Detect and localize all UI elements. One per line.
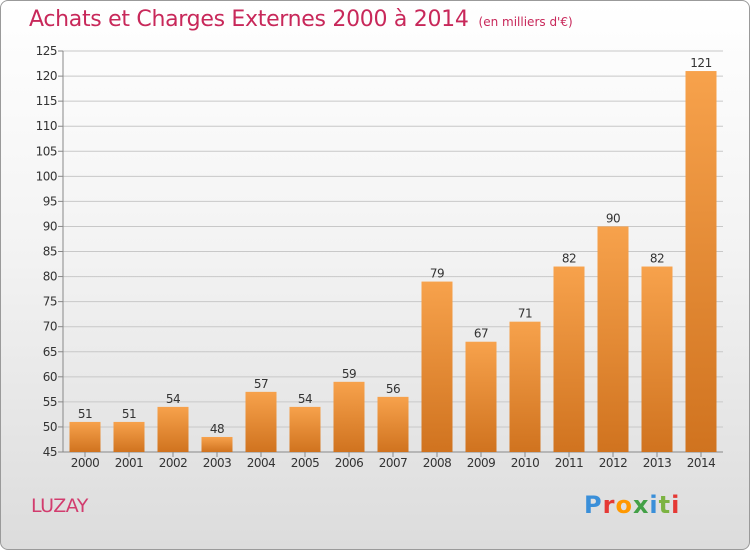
data-label-2006: 59	[342, 367, 356, 381]
bar-2005	[289, 406, 321, 452]
data-label-2014: 121	[690, 56, 711, 70]
y-tick-label: 100	[36, 169, 57, 183]
data-label-2013: 82	[650, 252, 664, 266]
x-tick-label-2000: 2000	[71, 456, 100, 470]
bar-2010	[509, 321, 541, 452]
bar-2008	[421, 281, 453, 452]
y-tick-label: 65	[43, 345, 57, 359]
x-tick-label-2004: 2004	[247, 456, 276, 470]
logo-letter: r	[602, 491, 616, 519]
x-tick-label-2005: 2005	[291, 456, 320, 470]
x-tick-label-2014: 2014	[687, 456, 716, 470]
y-tick-label: 120	[36, 69, 57, 83]
y-tick-label: 115	[36, 94, 57, 108]
x-tick-label-2003: 2003	[203, 456, 232, 470]
data-label-2005: 54	[298, 392, 312, 406]
bar-2011	[553, 266, 585, 452]
y-tick-label: 75	[43, 295, 57, 309]
x-tick-label-2006: 2006	[335, 456, 364, 470]
data-label-2003: 48	[210, 422, 224, 436]
data-label-2000: 51	[78, 407, 92, 421]
logo-letter: x	[632, 491, 650, 519]
y-tick-label: 125	[36, 44, 57, 58]
bar-2003	[201, 436, 233, 452]
y-tick-label: 95	[43, 194, 57, 208]
bar-2000	[69, 421, 101, 452]
x-tick-label-2012: 2012	[599, 456, 628, 470]
logo-letter: P	[584, 491, 603, 519]
y-tick-label: 80	[43, 270, 57, 284]
y-tick-label: 60	[43, 370, 57, 384]
data-label-2009: 67	[474, 327, 488, 341]
chart-title: Achats et Charges Externes 2000 à 2014	[29, 7, 469, 32]
y-tick-label: 55	[43, 395, 57, 409]
x-tick-label-2009: 2009	[467, 456, 496, 470]
y-tick-label: 85	[43, 245, 57, 259]
bar-2006	[333, 381, 365, 452]
bar-layer	[69, 71, 717, 453]
data-label-2012: 90	[606, 211, 620, 225]
bar-2012	[597, 226, 629, 452]
y-tick-label: 110	[36, 119, 57, 133]
label-layer: 51 51 54 48 57 54 59 56 79 67 71 82 90 82 121	[78, 56, 712, 436]
commune-name: LUZAY	[31, 495, 88, 517]
bar-2014	[685, 71, 717, 453]
data-label-2004: 57	[254, 377, 268, 391]
x-tick-label-2002: 2002	[159, 456, 188, 470]
y-tick-label: 90	[43, 219, 57, 233]
data-label-2001: 51	[122, 407, 136, 421]
x-tick-label-2013: 2013	[643, 456, 672, 470]
data-label-2007: 56	[386, 382, 400, 396]
chart-title-block: Achats et Charges Externes 2000 à 2014 (e…	[29, 7, 573, 32]
data-label-2002: 54	[166, 392, 180, 406]
y-tick-label: 70	[43, 320, 57, 334]
proxiti-logo[interactable]: Proxiti	[584, 491, 680, 519]
bar-2013	[641, 266, 673, 452]
x-tick-label-2011: 2011	[555, 456, 584, 470]
bar-2007	[377, 396, 409, 452]
logo-letter: o	[615, 491, 633, 519]
x-tick-label-2007: 2007	[379, 456, 408, 470]
logo-letter: t	[658, 491, 672, 519]
data-label-2010: 71	[518, 307, 532, 321]
y-tick-label: 50	[43, 420, 57, 434]
data-label-2008: 79	[430, 267, 444, 281]
y-tick-label: 45	[43, 445, 57, 459]
logo-letter: i	[649, 491, 659, 519]
bar-2001	[113, 421, 145, 452]
bar-2009	[465, 341, 497, 452]
x-tick-label-2010: 2010	[511, 456, 540, 470]
data-label-2011: 82	[562, 252, 576, 266]
x-tick-label-2001: 2001	[115, 456, 144, 470]
y-tick-label: 105	[36, 144, 57, 158]
x-tick-label-2008: 2008	[423, 456, 452, 470]
bar-2002	[157, 406, 189, 452]
bar-2004	[245, 391, 277, 452]
chart-unit: (en milliers d'€)	[478, 15, 573, 29]
logo-letter: i	[671, 491, 681, 519]
